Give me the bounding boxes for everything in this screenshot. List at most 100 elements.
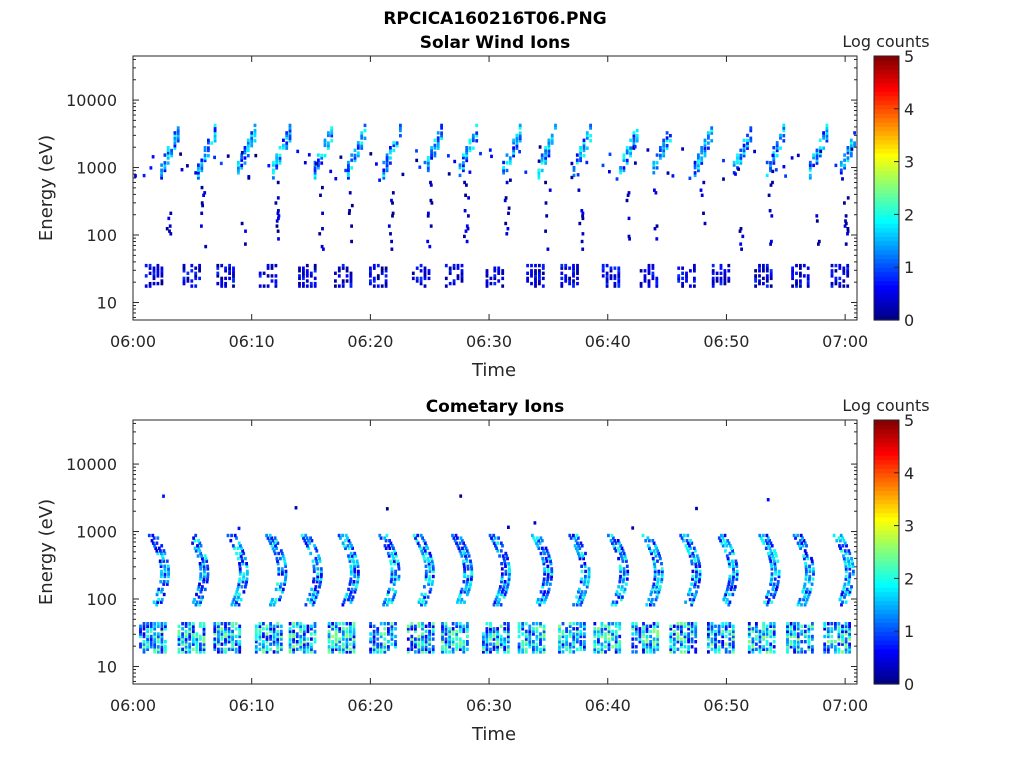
- spectrogram-cell: [545, 582, 549, 586]
- spectrogram-cell: [195, 634, 199, 639]
- spectrogram-cell: [642, 634, 645, 639]
- spectrogram-cell: [812, 569, 815, 574]
- spectrogram-cell: [499, 603, 503, 607]
- spectrogram-cell: [579, 541, 583, 545]
- spectrogram-cell: [739, 153, 743, 158]
- spectrogram-cell: [307, 153, 311, 157]
- spectrogram-cell: [316, 572, 320, 576]
- spectrogram-cell: [464, 587, 467, 592]
- spectrogram-cell: [281, 590, 284, 594]
- spectrogram-cell: [327, 640, 331, 644]
- spectrogram-cell: [417, 640, 421, 644]
- spectrogram-cell: [272, 650, 276, 654]
- spectrogram-cell: [841, 600, 844, 604]
- spectrogram-cell: [728, 632, 732, 636]
- spectrogram-cell: [341, 263, 345, 268]
- spectrogram-cell: [812, 163, 815, 168]
- spectrogram-cell: [626, 572, 630, 576]
- spectrogram-cell: [350, 239, 353, 244]
- spectrogram-cell: [690, 559, 693, 563]
- spectrogram-cell: [786, 624, 789, 628]
- spectrogram-cell: [182, 266, 186, 270]
- spectrogram-cell: [580, 564, 583, 568]
- spectrogram-cell: [593, 622, 597, 626]
- spectrogram-cell: [458, 166, 462, 170]
- spectrogram-cell: [577, 544, 580, 548]
- spectrogram-cell: [454, 533, 458, 538]
- spectrogram-cell: [463, 234, 466, 239]
- spectrogram-cell: [341, 637, 345, 641]
- spectrogram-cell: [244, 582, 248, 586]
- spectrogram-cell: [238, 624, 242, 628]
- spectrogram-cell: [837, 650, 841, 654]
- spectrogram-cell: [424, 577, 428, 581]
- spectrogram-cell: [232, 276, 235, 281]
- spectrogram-cell: [622, 590, 626, 594]
- spectrogram-cell: [850, 147, 854, 151]
- spectrogram-cell: [830, 284, 834, 288]
- spectrogram-cell: [200, 201, 204, 205]
- spectrogram-cell: [267, 164, 271, 168]
- spectrogram-cell: [582, 138, 586, 142]
- spectrogram-cell: [192, 600, 195, 604]
- spectrogram-cell: [807, 634, 811, 639]
- spectrogram-cell: [238, 572, 242, 576]
- spectrogram-cell: [216, 266, 220, 270]
- spectrogram-cell: [644, 539, 648, 543]
- spectrogram-cell: [639, 269, 643, 273]
- spectrogram-cell: [669, 647, 673, 651]
- spectrogram-cell: [617, 276, 621, 281]
- spectrogram-cell: [731, 647, 735, 651]
- colorbar-segment: [874, 455, 899, 461]
- spectrogram-cell: [534, 271, 537, 275]
- spectrogram-cell: [181, 632, 184, 636]
- spectrogram-cell: [182, 269, 186, 273]
- spectrogram-cell: [417, 650, 421, 654]
- spectrogram-cell: [492, 629, 496, 634]
- spectrogram-cell: [503, 640, 507, 644]
- spectrogram-cell: [685, 279, 688, 283]
- spectrogram-cell: [507, 211, 510, 215]
- spectrogram-cell: [383, 637, 387, 641]
- spectrogram-cell: [239, 544, 242, 548]
- spectrogram-cell: [385, 153, 389, 157]
- spectrogram-cell: [731, 637, 735, 641]
- spectrogram-cell: [250, 138, 254, 143]
- spectrogram-cell: [238, 642, 242, 646]
- spectrogram-cell: [238, 567, 242, 571]
- spectrogram-cell: [656, 624, 660, 628]
- spectrogram-cell: [601, 274, 605, 278]
- spectrogram-cell: [732, 569, 736, 574]
- colorbar-segment: [874, 622, 899, 628]
- spectrogram-cell: [710, 627, 714, 631]
- spectrogram-cell: [385, 533, 389, 538]
- spectrogram-cell: [645, 642, 649, 646]
- spectrogram-cell: [593, 629, 597, 634]
- spectrogram-cell: [203, 146, 207, 150]
- spectrogram-cell: [459, 590, 463, 594]
- spectrogram-cell: [807, 637, 811, 641]
- spectrogram-cell: [492, 603, 496, 607]
- spectrogram-cell: [800, 632, 804, 636]
- spectrogram-cell: [841, 650, 844, 654]
- spectrogram-cell: [697, 153, 700, 157]
- spectrogram-cell: [350, 158, 354, 162]
- spectrogram-cell: [506, 622, 510, 626]
- spectrogram-cell: [357, 569, 360, 574]
- spectrogram-cell: [542, 637, 546, 641]
- spectrogram-cell: [164, 624, 167, 628]
- spectrogram-cell: [266, 263, 270, 268]
- colorbar-segment: [874, 543, 899, 549]
- spectrogram-cell: [345, 274, 349, 278]
- spectrogram-cell: [579, 634, 583, 639]
- spectrogram-cell: [235, 590, 239, 594]
- spectrogram-cell: [808, 564, 811, 568]
- spectrogram-cell: [655, 166, 659, 170]
- spectrogram-cell: [272, 176, 275, 180]
- spectrogram-cell: [546, 592, 549, 597]
- spectrogram-cell: [166, 156, 170, 160]
- spectrogram-cell: [149, 637, 153, 641]
- spectrogram-cell: [163, 551, 167, 556]
- spectrogram-cell: [419, 533, 423, 538]
